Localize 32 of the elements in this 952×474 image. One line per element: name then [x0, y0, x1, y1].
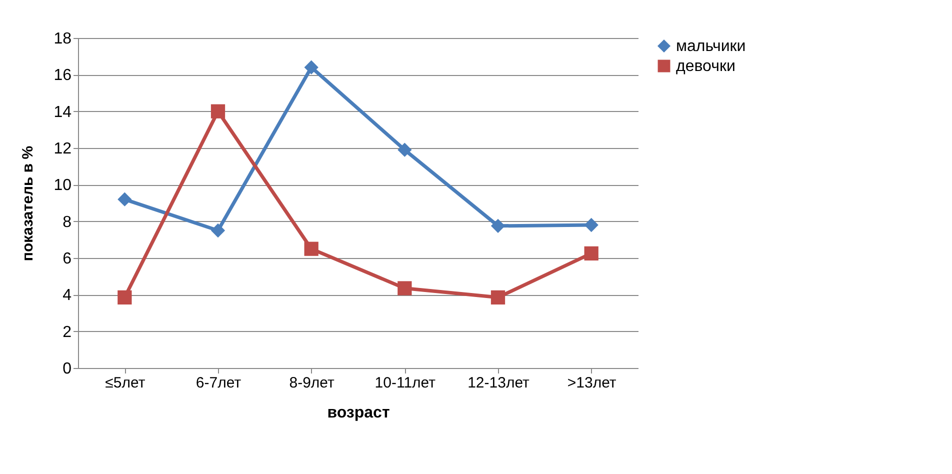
point [584, 218, 598, 232]
y-tick-label: 14 [54, 104, 72, 121]
y-tick-label: 16 [54, 67, 72, 84]
x-tick-label: ≤5лет [105, 374, 146, 392]
point [398, 281, 412, 296]
y-tick-label: 4 [62, 287, 72, 304]
x-axis-title: возраст [327, 404, 390, 422]
point [304, 242, 318, 256]
point [490, 290, 506, 304]
point [118, 192, 132, 206]
legend-label: девочки [676, 58, 736, 75]
x-tick-label: 12-13лет [468, 374, 530, 392]
y-tick-label: 8 [62, 214, 72, 231]
point [118, 290, 132, 304]
y-axis-title: показатель в % [20, 146, 37, 262]
y-tick-label: 12 [54, 140, 72, 158]
y-tick-label: 10 [54, 177, 72, 194]
y-tick-label: 0 [62, 360, 72, 378]
point [490, 218, 506, 233]
point [210, 104, 226, 118]
y-tick-label: 2 [62, 324, 72, 341]
point [304, 60, 318, 74]
point [398, 142, 412, 157]
point [210, 223, 226, 238]
x-tick-label: 6-7лет [196, 374, 242, 392]
x-tick-label: 8-9лет [289, 374, 335, 392]
x-tick-label: 10-11лет [374, 374, 436, 392]
point [584, 246, 598, 260]
legend-label: мальчики [676, 38, 746, 55]
y-tick-label: 18 [54, 30, 72, 48]
x-tick-label: >13лет [567, 374, 616, 392]
y-tick-label: 6 [62, 250, 72, 268]
